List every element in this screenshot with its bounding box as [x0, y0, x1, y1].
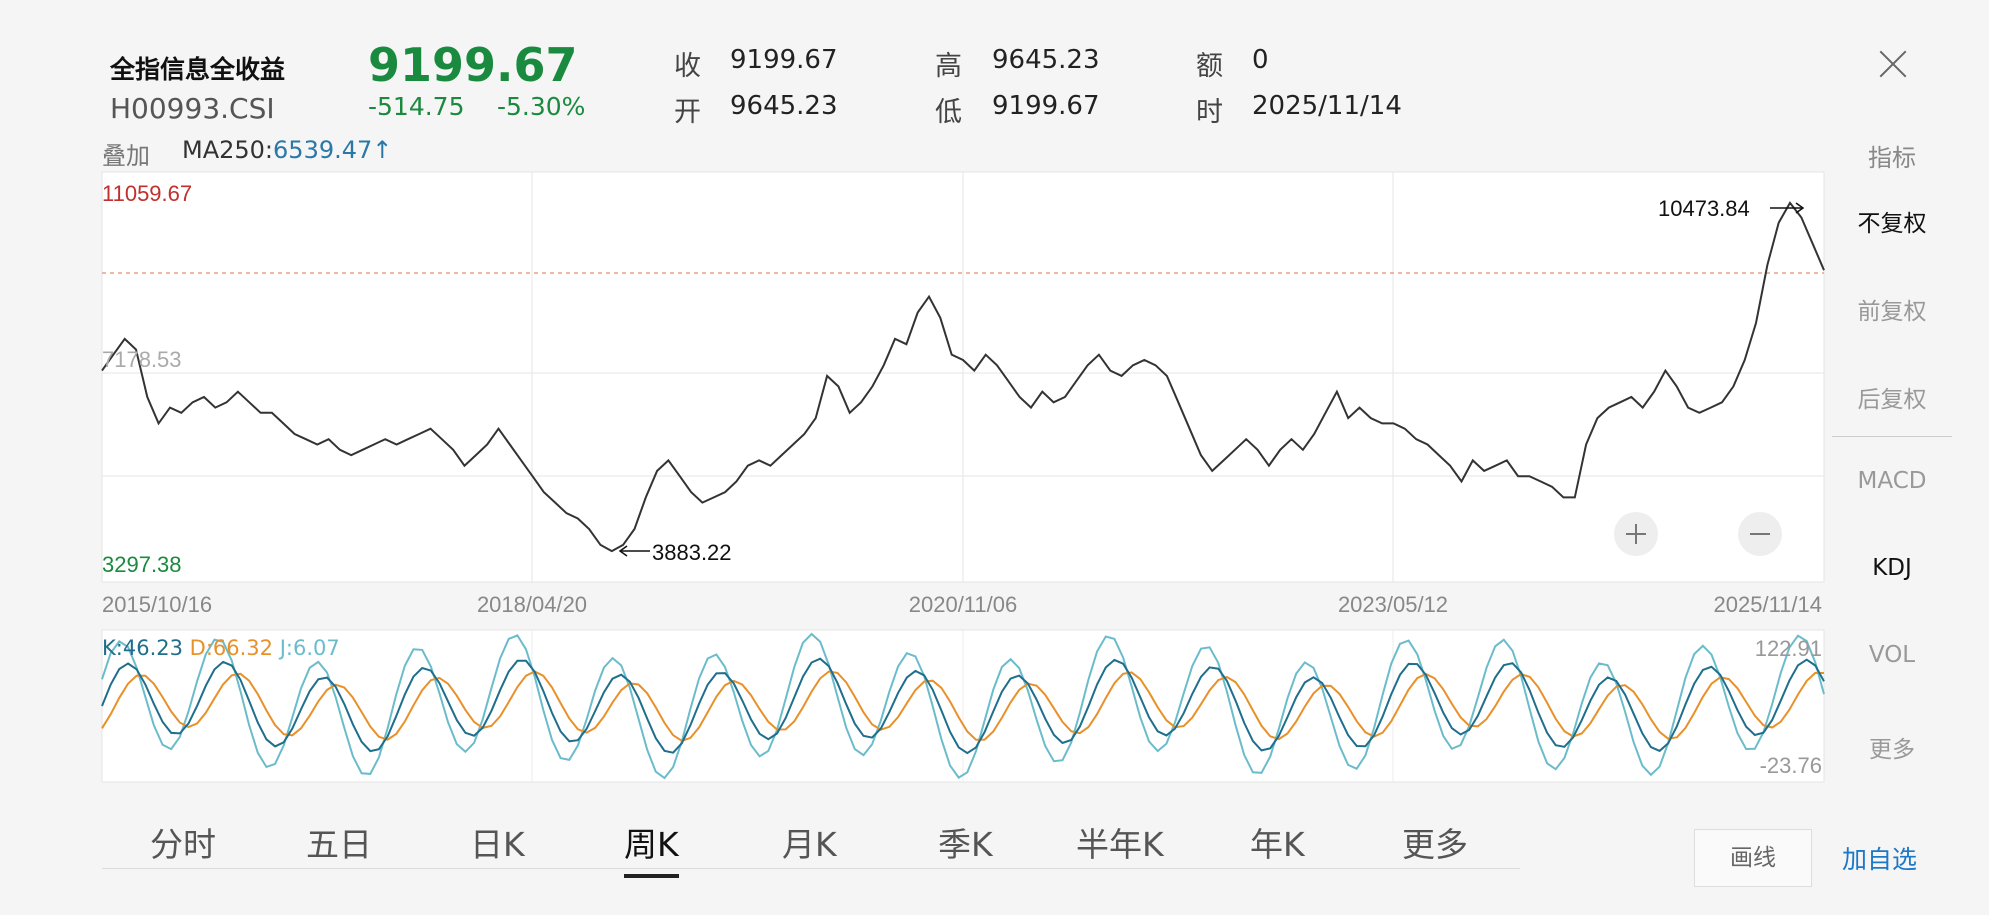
close-label: 收	[674, 51, 701, 82]
ma250-label: MA250:	[182, 136, 274, 164]
close-value: 9199.67	[730, 45, 838, 75]
high-value: 9645.23	[992, 45, 1100, 75]
kdj-chart-grid	[531, 630, 1394, 782]
add-watchlist-button[interactable]: 加自选	[1842, 845, 1918, 874]
draw-line-button[interactable]: 画线	[1694, 829, 1812, 887]
x-label-3: 2023/05/12	[1338, 592, 1448, 617]
period-tabs: 分时 五日 日K 周K 月K 季K 半年K 年K 更多	[102, 818, 1520, 878]
kdj-j-line	[101, 632, 1825, 780]
low-marker-label: 3883.22	[652, 540, 732, 565]
sidebar-item-more[interactable]: 更多	[1869, 737, 1915, 763]
high-marker-arrowhead	[1795, 202, 1805, 214]
sidebar-item-unadjusted[interactable]: 不复权	[1857, 211, 1927, 237]
high-marker-label: 10473.84	[1658, 196, 1750, 221]
time-label: 时	[1196, 97, 1223, 128]
zoom-in-button[interactable]	[1614, 512, 1658, 556]
amount-value: 0	[1252, 45, 1269, 75]
tab-half-year-k[interactable]: 半年K	[1076, 825, 1164, 864]
tab-five-day[interactable]: 五日	[306, 825, 372, 864]
ma250-value: 6539.47	[273, 136, 373, 164]
high-label: 高	[935, 51, 962, 82]
price-change-percent: -5.30%	[497, 92, 586, 121]
kdj-d-value: D:66.32	[189, 636, 274, 660]
open-label: 开	[674, 97, 701, 128]
tab-yearly-k[interactable]: 年K	[1250, 825, 1305, 864]
x-label-0: 2015/10/16	[102, 592, 212, 617]
index-code: H00993.CSI	[110, 92, 275, 125]
main-chart-grid	[102, 172, 1824, 582]
sidebar-divider	[1832, 436, 1952, 437]
kdj-k-value: K:46.23	[102, 636, 183, 660]
kdj-k-line	[101, 657, 1825, 755]
amount-label: 额	[1196, 51, 1223, 82]
sidebar-item-backward-adjusted[interactable]: 后复权	[1857, 387, 1927, 413]
x-label-4: 2025/11/14	[1714, 592, 1822, 617]
up-arrow-icon: ↑	[372, 136, 393, 164]
x-label-2: 2020/11/06	[909, 592, 1017, 617]
current-price: 9199.67	[368, 38, 578, 92]
tab-quarterly-k[interactable]: 季K	[938, 825, 993, 864]
y-max-label: 11059.67	[102, 181, 192, 206]
kdj-d-line	[101, 670, 1825, 742]
indicator-title: 指标	[1868, 144, 1916, 172]
ma250-indicator: MA250:6539.47↑	[182, 136, 392, 164]
zoom-out-button[interactable]	[1738, 512, 1782, 556]
low-label: 低	[935, 97, 962, 128]
kdj-legend: K:46.23 D:66.32 J:6.07	[102, 636, 340, 660]
kdj-j-value: J:6.07	[279, 636, 340, 660]
sidebar-item-forward-adjusted[interactable]: 前复权	[1857, 299, 1927, 325]
tab-intraday[interactable]: 分时	[150, 825, 216, 864]
index-name: 全指信息全收益	[110, 55, 286, 84]
tab-more[interactable]: 更多	[1402, 825, 1468, 864]
sidebar-item-kdj[interactable]: KDJ	[1872, 555, 1912, 581]
y-min-label: 3297.38	[102, 552, 182, 577]
open-value: 9645.23	[730, 91, 838, 121]
tab-daily-k[interactable]: 日K	[470, 825, 525, 864]
tab-monthly-k[interactable]: 月K	[782, 825, 837, 864]
time-value: 2025/11/14	[1252, 91, 1402, 121]
price-change: -514.75	[368, 92, 465, 121]
y-mid-label: 7178.53	[102, 347, 182, 372]
overlay-button[interactable]: 叠加	[102, 142, 150, 170]
kdj-min-label: -23.76	[1760, 753, 1822, 778]
price-line	[101, 201, 1825, 553]
sidebar-item-macd[interactable]: MACD	[1857, 468, 1927, 494]
kdj-max-label: 122.91	[1755, 636, 1822, 661]
sidebar-item-vol[interactable]: VOL	[1868, 642, 1916, 668]
x-label-1: 2018/04/20	[477, 592, 587, 617]
low-value: 9199.67	[992, 91, 1100, 121]
low-marker-arrowhead	[618, 545, 628, 557]
tab-weekly-k[interactable]: 周K	[624, 818, 679, 878]
